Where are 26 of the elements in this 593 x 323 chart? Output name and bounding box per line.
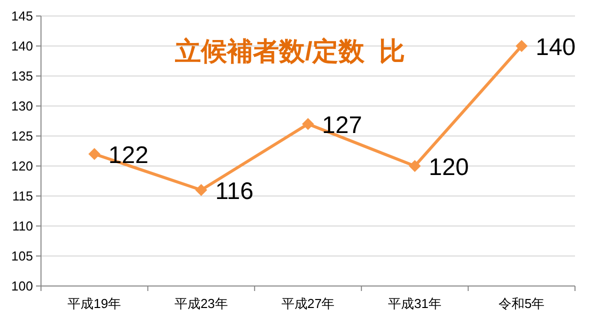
point	[408, 160, 421, 172]
point	[516, 40, 528, 52]
x-tick-label: 令和5年	[498, 296, 545, 311]
y-tick-label: 130	[11, 98, 33, 114]
y-tick-label: 120	[11, 158, 33, 174]
text: 立候補者数/定数 比	[174, 36, 405, 66]
x-tick-label: 平成27年	[281, 296, 335, 311]
x-tick-label: 平成19年	[68, 296, 122, 311]
y-tick-label: 140	[11, 38, 33, 54]
data-label: 127	[322, 112, 362, 139]
x-tick-label: 平成23年	[174, 296, 228, 311]
data-label: 120	[428, 154, 469, 181]
y-tick-label: 115	[12, 188, 33, 204]
y-tick-label: 135	[11, 68, 33, 84]
y-tick-label: 100	[11, 278, 33, 294]
y-tick-label: 110	[12, 218, 33, 234]
y-tick-label: 125	[11, 128, 33, 144]
data-label: 140	[536, 34, 576, 61]
data-label: 116	[215, 178, 254, 205]
point	[302, 118, 314, 130]
point	[195, 184, 208, 196]
point	[88, 148, 100, 160]
data-label: 122	[108, 142, 148, 169]
y-tick-label: 105	[11, 248, 33, 264]
x-tick-label: 平成31年	[388, 296, 442, 311]
y-tick-label: 145	[11, 8, 33, 24]
